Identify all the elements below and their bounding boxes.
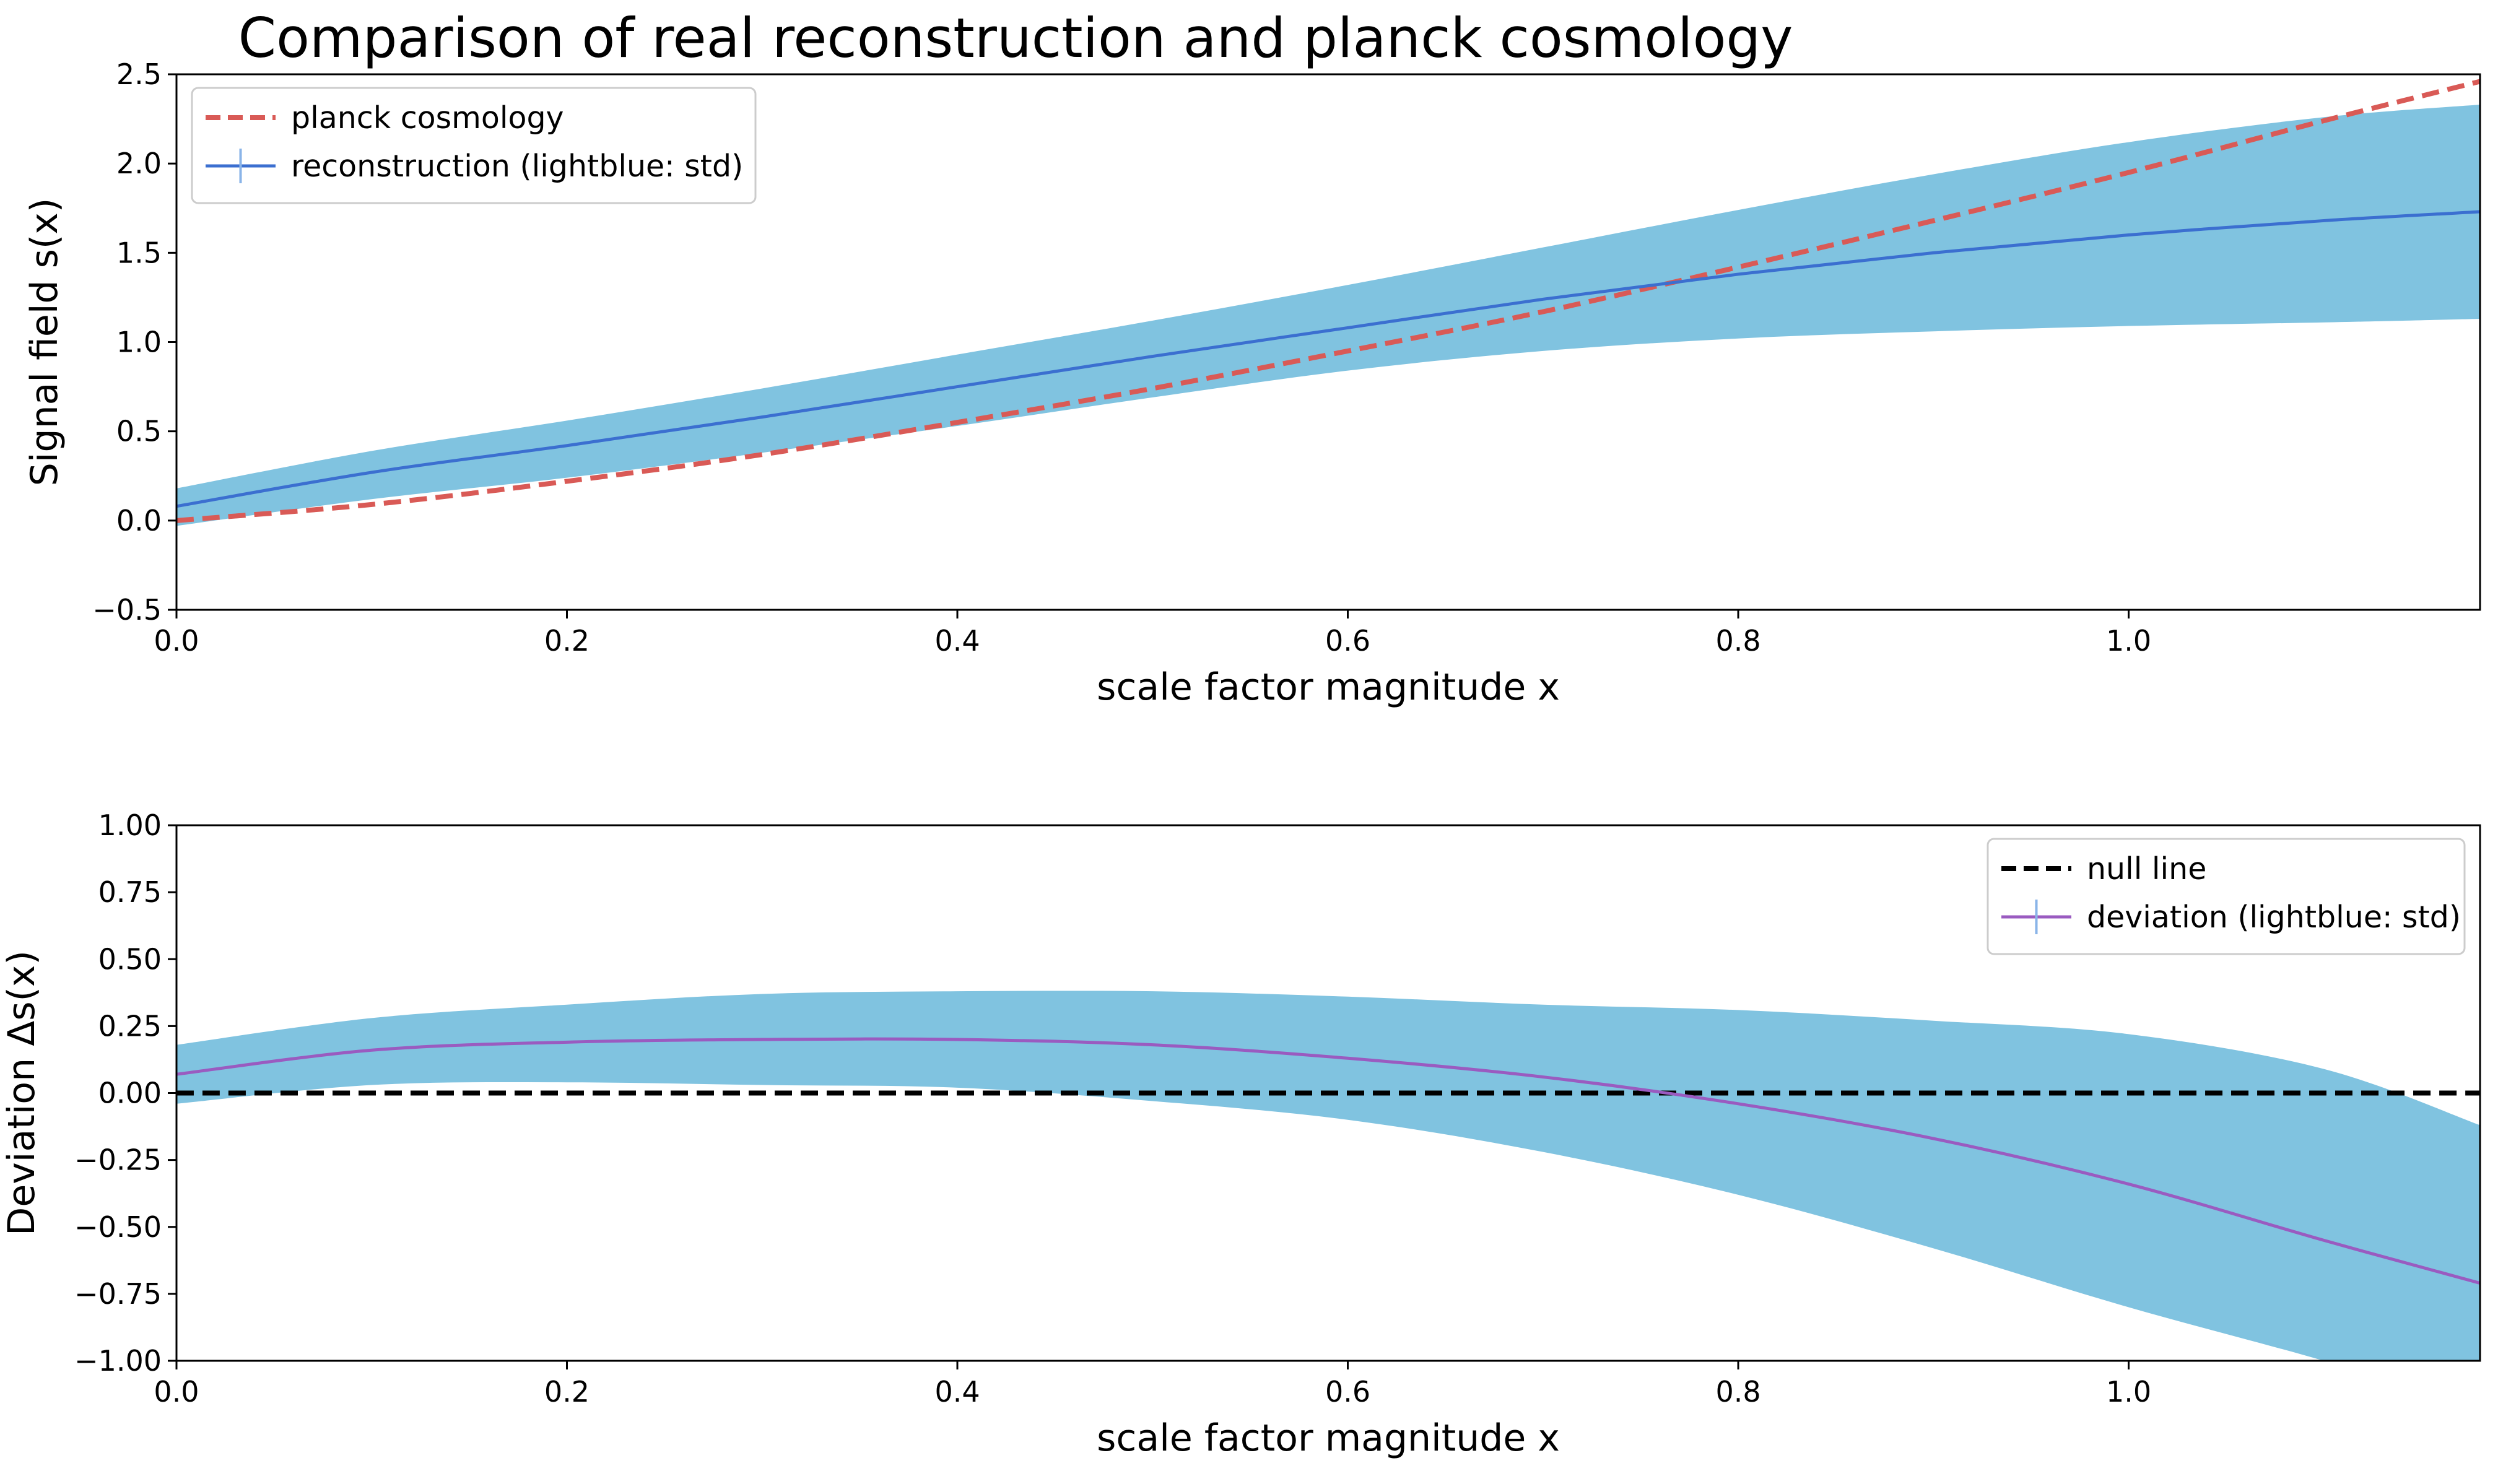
x-tick-label: 0.6 <box>1325 1375 1370 1408</box>
std-band <box>176 105 2480 526</box>
legend-label-1: null line <box>2087 851 2206 887</box>
series-line-2 <box>176 210 2480 508</box>
x-axis-label: scale factor magnitude x <box>1097 1417 1560 1460</box>
legend-label-1: planck cosmology <box>291 100 564 136</box>
panel-1: 0.0 0.2 0.4 0.6 0.8 1.0−0.50.00.51.01.52.02.5… <box>23 58 2481 709</box>
x-tick-label: 1.0 <box>2106 624 2151 657</box>
x-tick-label: 0.2 <box>544 624 590 657</box>
y-axis-label: Signal field s(x) <box>23 198 66 487</box>
series-line-2 <box>176 1037 2480 1285</box>
y-tick-label: −0.75 <box>74 1277 162 1311</box>
chart-title: Comparison of real reconstruction and pl… <box>238 6 1793 70</box>
plot-area <box>176 991 2480 1361</box>
legend: planck cosmology reconstruction (lightblu… <box>191 87 757 204</box>
y-tick-label: 1.5 <box>116 236 162 269</box>
legend-label-2: reconstruction (lightblue: std) <box>291 149 743 184</box>
x-tick-label: 0.6 <box>1325 624 1370 657</box>
x-tick-label: 1.0 <box>2106 1375 2151 1408</box>
x-tick-label: 0.2 <box>544 1375 590 1408</box>
panel-2: 0.0 0.2 0.4 0.6 0.8 1.0 −1.00 −0.75 −0.50 −0.25 0.… <box>0 809 2481 1460</box>
x-tick-label: 0.0 <box>154 624 199 657</box>
y-tick-label: 2.0 <box>116 147 162 180</box>
x-tick-label: 0.8 <box>1715 1375 1760 1408</box>
y-tick-label: 1.0 <box>116 326 162 359</box>
series-line-1 <box>176 79 2480 523</box>
y-tick-label: 0.25 <box>98 1009 162 1043</box>
x-tick-label: 0.4 <box>934 624 980 657</box>
y-axis-label: Deviation Δs(x) <box>0 950 43 1236</box>
y-tick-label: 0.50 <box>98 942 162 976</box>
y-tick-label: 2.5 <box>116 58 162 91</box>
x-axis-label: scale factor magnitude x <box>1097 666 1560 709</box>
legend-box <box>191 87 757 204</box>
legend-box <box>1987 838 2466 955</box>
plot-area <box>176 79 2480 526</box>
x-tick-label: 0.8 <box>1715 624 1760 657</box>
x-tick-label: 0.4 <box>934 1375 980 1408</box>
y-tick-label: 1.00 <box>98 809 162 842</box>
x-tick-label: 0.0 <box>154 1375 199 1408</box>
legend-label-2: deviation (lightblue: std) <box>2087 900 2461 935</box>
std-band <box>176 991 2480 1361</box>
y-tick-label: −1.00 <box>74 1344 162 1378</box>
y-tick-label: −0.5 <box>92 593 162 627</box>
y-tick-label: 0.5 <box>116 415 162 448</box>
y-tick-label: −0.25 <box>74 1143 162 1177</box>
y-tick-label: 0.75 <box>98 875 162 909</box>
legend: null line deviation (lightblue: std) <box>1987 838 2466 955</box>
y-tick-label: 0.00 <box>98 1077 162 1110</box>
y-tick-label: −0.50 <box>74 1210 162 1244</box>
y-tick-label: 0.0 <box>116 504 162 537</box>
